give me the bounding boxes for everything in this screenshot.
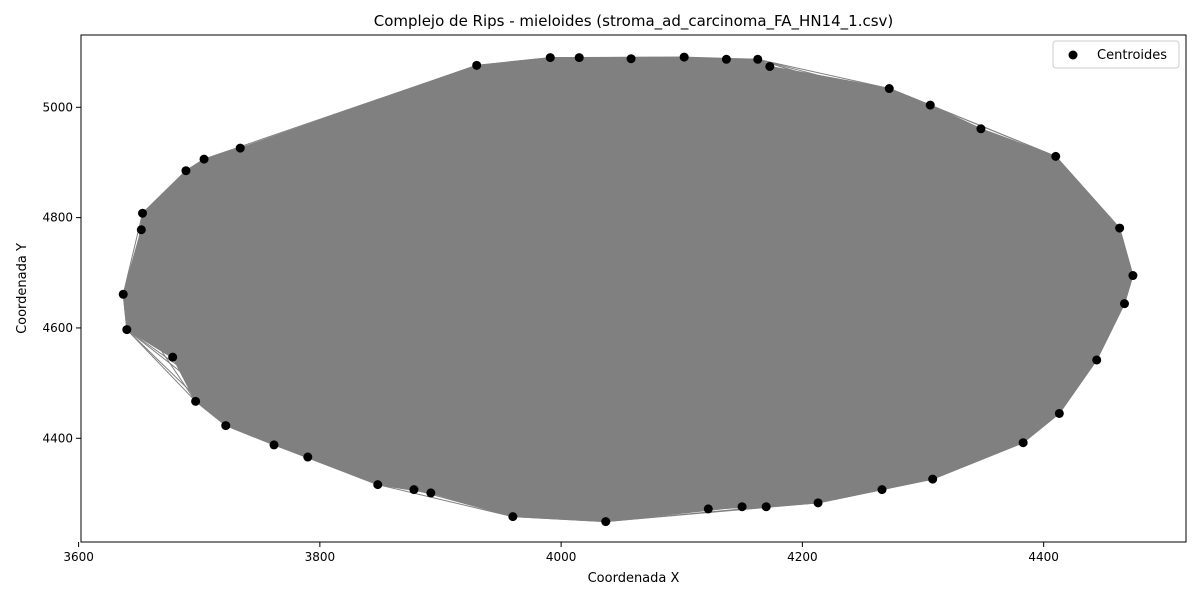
centroid-point xyxy=(884,84,894,94)
y-tick-label: 4400 xyxy=(42,431,73,445)
centroid-point xyxy=(373,480,383,490)
centroid-point xyxy=(976,124,986,134)
legend-label-centroides: Centroides xyxy=(1097,48,1167,63)
centroid-point xyxy=(737,502,747,512)
y-axis-label: Coordenada Y xyxy=(15,243,30,334)
x-tick-label: 4400 xyxy=(1028,550,1059,564)
complex-edge xyxy=(757,58,890,90)
centroid-point xyxy=(1119,299,1129,309)
centroid-point xyxy=(1018,438,1028,448)
centroid-point xyxy=(1128,271,1138,281)
y-tick-label: 4600 xyxy=(42,321,73,335)
centroid-point xyxy=(703,504,713,514)
centroid-point xyxy=(426,488,436,498)
centroid-point xyxy=(508,512,518,522)
complex-fill xyxy=(122,56,1134,523)
centroid-point xyxy=(574,53,584,63)
centroid-point xyxy=(679,52,689,62)
centroid-point xyxy=(765,61,775,71)
centroid-point xyxy=(122,325,132,335)
centroid-point xyxy=(138,208,148,218)
centroid-point xyxy=(813,498,823,508)
centroid-point xyxy=(409,485,419,495)
y-tick-label: 4800 xyxy=(42,211,73,225)
x-axis-label: Coordenada X xyxy=(588,571,680,586)
centroid-point xyxy=(601,517,611,527)
centroid-point xyxy=(545,53,555,63)
centroid-point xyxy=(1054,408,1064,418)
plot-frame xyxy=(80,34,1187,543)
complex-edge xyxy=(126,329,196,402)
centroid-point xyxy=(136,225,146,235)
centroid-point xyxy=(721,54,731,64)
centroid-point xyxy=(753,54,763,64)
centroid-point xyxy=(303,452,313,462)
complex-edge xyxy=(930,104,1056,157)
x-tick-label: 3800 xyxy=(305,550,336,564)
centroid-point xyxy=(168,352,178,362)
centroid-point xyxy=(1051,151,1061,161)
centroid-point xyxy=(925,100,935,110)
chart-title: Complejo de Rips - mieloides (stroma_ad_… xyxy=(374,12,894,31)
complex-edges xyxy=(122,56,1134,523)
centroid-point xyxy=(1092,355,1102,365)
centroid-point xyxy=(235,143,245,153)
legend-box xyxy=(1052,40,1180,69)
centroid-point xyxy=(221,421,231,431)
y-tick-label: 5000 xyxy=(42,100,73,114)
axes: 3600 3800 4000 4200 4400 4400 4600 4800 5000 xyxy=(42,34,1187,564)
x-tick-label: 4000 xyxy=(546,550,577,564)
centroid-point xyxy=(181,166,191,176)
centroid-point xyxy=(472,60,482,70)
centroid-point xyxy=(761,502,771,512)
centroid-point xyxy=(199,154,209,164)
legend-marker-centroides xyxy=(1068,50,1078,60)
centroid-point xyxy=(1115,223,1125,233)
centroid-point xyxy=(191,396,201,406)
x-tick-label: 4200 xyxy=(787,550,818,564)
x-tick-label: 3600 xyxy=(63,550,94,564)
centroid-point xyxy=(928,474,938,484)
centroid-points xyxy=(118,52,1138,527)
centroid-point xyxy=(626,54,636,64)
centroid-point xyxy=(877,485,887,495)
complex-edge xyxy=(377,484,513,518)
legend: Centroides xyxy=(1052,40,1180,69)
centroid-point xyxy=(269,440,279,450)
centroid-point xyxy=(118,289,128,299)
